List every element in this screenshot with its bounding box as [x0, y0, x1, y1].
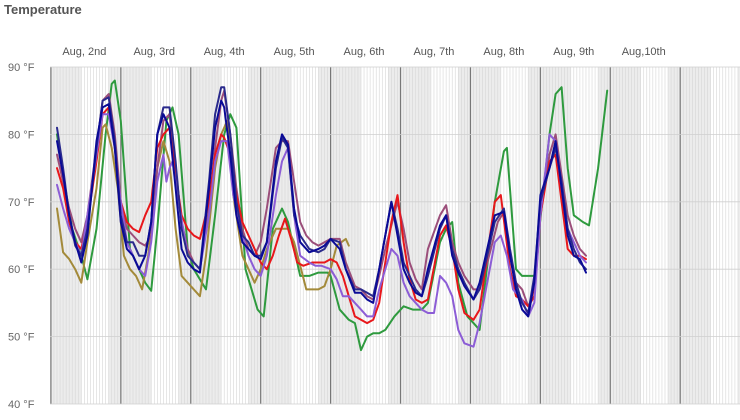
night-bands [50, 67, 740, 404]
y-tick-label: 80 °F [8, 129, 35, 141]
series-line [56, 113, 587, 348]
night-band [50, 67, 82, 404]
x-day-label: Aug, 5th [274, 46, 315, 58]
y-axis-labels: 40 °F 50 °F 60 °F 70 °F 80 °F 90 °F [8, 62, 35, 411]
night-band [737, 67, 740, 404]
series-line [56, 79, 609, 352]
x-day-label: Aug, 6th [344, 46, 385, 58]
x-day-label: Aug, 3rd [133, 46, 175, 58]
x-day-label: Aug, 9th [553, 46, 594, 58]
chart-title: Temperature [4, 2, 82, 17]
series-line [56, 106, 587, 325]
x-day-label: Aug, 4th [204, 46, 245, 58]
y-tick-label: 90 °F [8, 62, 35, 74]
x-day-label: Aug,10th [622, 46, 666, 58]
y-tick-label: 50 °F [8, 332, 35, 344]
y-tick-label: 40 °F [8, 399, 35, 411]
x-day-label: Aug, 2nd [62, 46, 106, 58]
series-line [56, 89, 587, 308]
series-lines [56, 79, 609, 352]
y-tick-label: 70 °F [8, 197, 35, 209]
series-line [56, 119, 350, 298]
series-line [56, 99, 587, 318]
x-day-label: Aug, 7th [413, 46, 454, 58]
series-line [56, 86, 587, 314]
y-tick-label: 60 °F [8, 264, 35, 276]
x-day-label: Aug, 8th [483, 46, 524, 58]
x-axis-day-labels: Aug, 2nd Aug, 3rd Aug, 4th Aug, 5th Aug, 6th… [62, 46, 665, 58]
